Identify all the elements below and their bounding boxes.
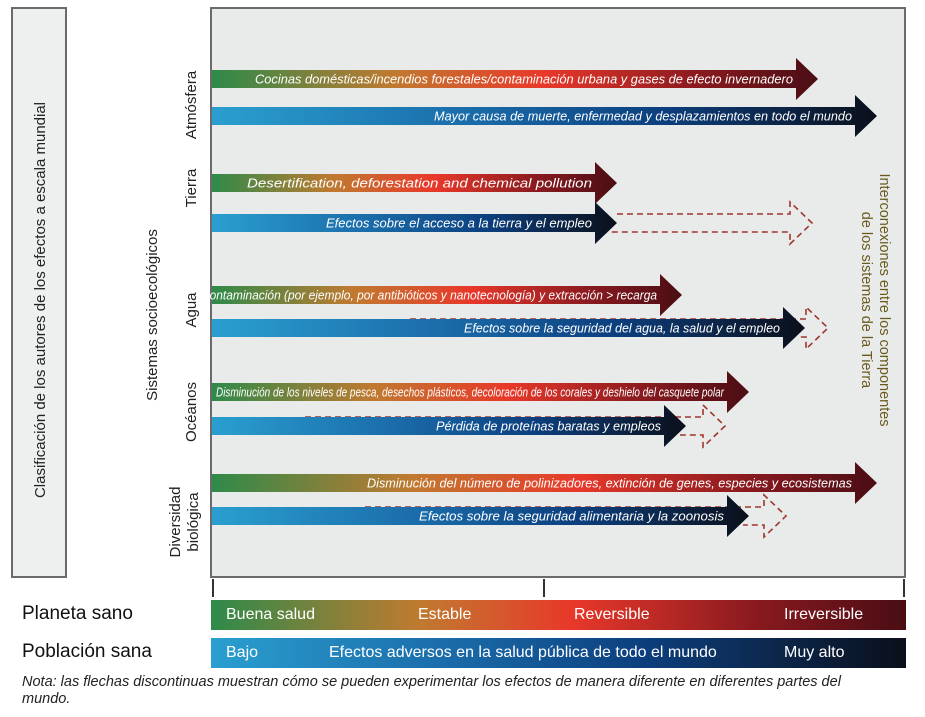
people-impact-arrow-label: Efectos sobre la seguridad alimentaria y… [419, 509, 725, 524]
people-impact-arrow-dashed-extension [611, 200, 814, 246]
planet-impact-arrow [212, 58, 818, 100]
planet-impact-arrow [212, 462, 877, 504]
planet-impact-arrow [212, 162, 617, 204]
left-axis-box [11, 7, 67, 578]
people-impact-arrow-dashed-extension [305, 403, 727, 449]
people-impact-arrow-dashed-extension [365, 493, 788, 539]
legend-planet-label: Planeta sano [22, 603, 133, 624]
planet-stop-1: Buena salud [226, 606, 315, 623]
planet-stop-2: Estable [418, 606, 472, 623]
people-impact-arrow-label: Efectos sobre el acceso a la tierra y el… [326, 216, 592, 231]
people-health-scale: Bajo Efectos adversos en la salud públic… [211, 638, 906, 668]
people-impact-arrow [212, 405, 686, 447]
system-label: Diversidad [167, 487, 184, 558]
people-impact-arrow-dashed-extension [410, 305, 830, 351]
scale-ticks [212, 579, 905, 597]
systems-label: Sistemas socioecológicos [144, 229, 161, 401]
planet-impact-arrow-label: Desertification, deforestation and chemi… [247, 176, 592, 191]
system-label: Agua [183, 292, 200, 328]
people-low: Bajo [226, 644, 259, 661]
interconnect-label-line-1: Interconexiones entre los componentes [876, 173, 892, 426]
people-impact-arrow [212, 202, 617, 244]
interconnect-label-line-2: de los sistemas de la Tierra [858, 212, 874, 389]
planet-impact-arrow [212, 371, 749, 413]
system-label: Océanos [183, 382, 200, 442]
planet-stop-4: Irreversible [784, 606, 864, 623]
planet-impact-arrow-label: Disminución del número de polinizadores,… [367, 476, 852, 491]
planet-impact-arrow [212, 274, 682, 316]
planet-impact-arrow-label: Disminución de los niveles de pesca, des… [216, 385, 725, 400]
system-label: Tierra [183, 168, 200, 207]
footnote: Nota: las flechas discontinuas muestran … [22, 674, 841, 707]
people-impact-arrow-label: Mayor causa de muerte, enfermedad y desp… [434, 109, 852, 124]
system-label: Atmósfera [183, 70, 200, 139]
people-impact-arrow [212, 95, 877, 137]
planet-impact-arrow-label: Contaminación (por ejemplo, por antibiót… [201, 288, 657, 303]
people-impact-arrow [212, 307, 805, 349]
planet-health-scale: Buena salud Estable Reversible Irreversi… [211, 600, 906, 630]
planet-stop-3: Reversible [574, 606, 650, 623]
left-axis-label: Clasificación de los autores de los efec… [32, 102, 49, 498]
planet-impact-arrow-label: Cocinas domésticas/incendios forestales/… [255, 72, 793, 87]
people-impact-arrow-label: Efectos sobre la seguridad del agua, la … [464, 321, 780, 336]
people-high: Muy alto [784, 644, 845, 661]
system-label: biológica [185, 492, 202, 552]
people-impact-arrow-label: Pérdida de proteínas baratas y empleos [436, 419, 661, 434]
people-middle: Efectos adversos en la salud pública de … [329, 644, 717, 661]
legend-people-label: Población sana [22, 641, 152, 662]
people-impact-arrow [212, 495, 749, 537]
